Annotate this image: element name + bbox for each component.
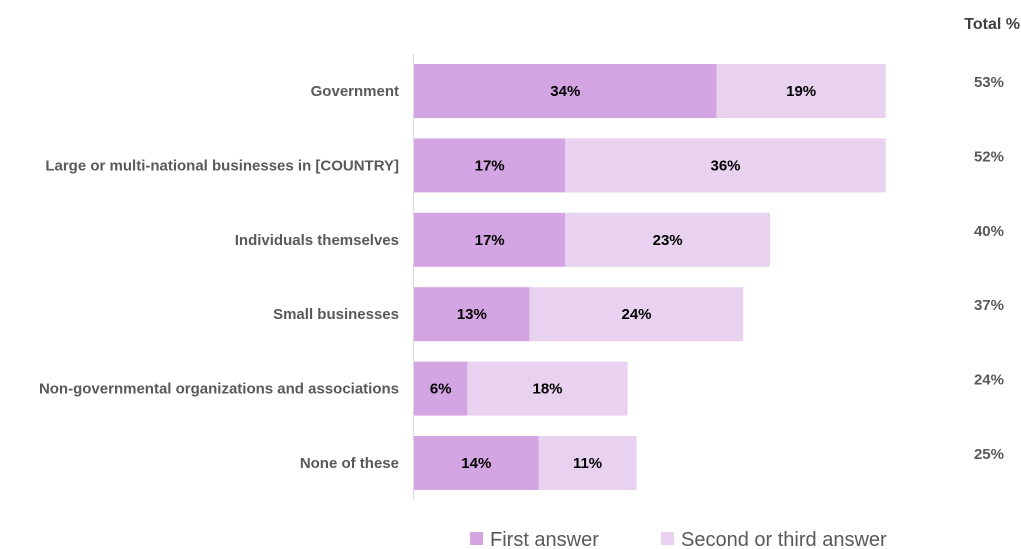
category-label: Small businesses xyxy=(273,306,399,323)
bar-value-label: 24% xyxy=(621,306,651,323)
category-label: Government xyxy=(311,83,399,100)
bar-value-label: 14% xyxy=(461,455,491,472)
category-label: Large or multi-national businesses in [C… xyxy=(45,157,399,174)
total-value: 40% xyxy=(974,223,1004,240)
totals-header: Total % xyxy=(964,16,1020,33)
total-value: 25% xyxy=(974,446,1004,463)
bar-second-or-third-answer xyxy=(565,212,770,267)
bar-value-label: 36% xyxy=(710,157,740,174)
bar-value-label: 23% xyxy=(653,232,683,249)
category-label: Non-governmental organizations and assoc… xyxy=(39,381,399,398)
bar-second-or-third-answer xyxy=(716,64,886,118)
bar-second-or-third-answer xyxy=(467,361,628,416)
legend-label: First answer xyxy=(490,529,599,549)
bar-first-answer xyxy=(414,64,717,118)
bar-value-label: 6% xyxy=(430,381,452,398)
legend: First answer Second or third answer xyxy=(470,529,887,549)
bar-value-label: 34% xyxy=(550,83,580,100)
bar-first-answer xyxy=(414,361,468,416)
bar-first-answer xyxy=(414,287,530,342)
bar-value-label: 17% xyxy=(475,157,505,174)
legend-swatch xyxy=(470,532,483,545)
bar-first-answer xyxy=(414,138,566,193)
bar-value-label: 11% xyxy=(573,455,602,472)
total-value: 24% xyxy=(974,372,1004,389)
bar-second-or-third-answer xyxy=(529,287,744,342)
total-value: 53% xyxy=(974,74,1004,91)
bars-group: Government 34% 19% 53% Large or multi-nation… xyxy=(39,64,1004,490)
bar-value-label: 19% xyxy=(786,83,816,100)
bar-value-label: 18% xyxy=(532,381,562,398)
bar-first-answer xyxy=(414,212,566,267)
bar-second-or-third-answer xyxy=(565,138,886,193)
legend-label: Second or third answer xyxy=(681,529,887,549)
total-value: 37% xyxy=(974,297,1004,314)
total-value: 52% xyxy=(974,148,1004,165)
legend-swatch xyxy=(661,532,674,545)
bar-value-label: 17% xyxy=(475,232,505,249)
bar-first-answer xyxy=(414,436,539,490)
bar-value-label: 13% xyxy=(457,306,487,323)
bar-second-or-third-answer xyxy=(538,436,637,490)
category-label: Individuals themselves xyxy=(235,232,399,249)
category-label: None of these xyxy=(300,455,399,472)
